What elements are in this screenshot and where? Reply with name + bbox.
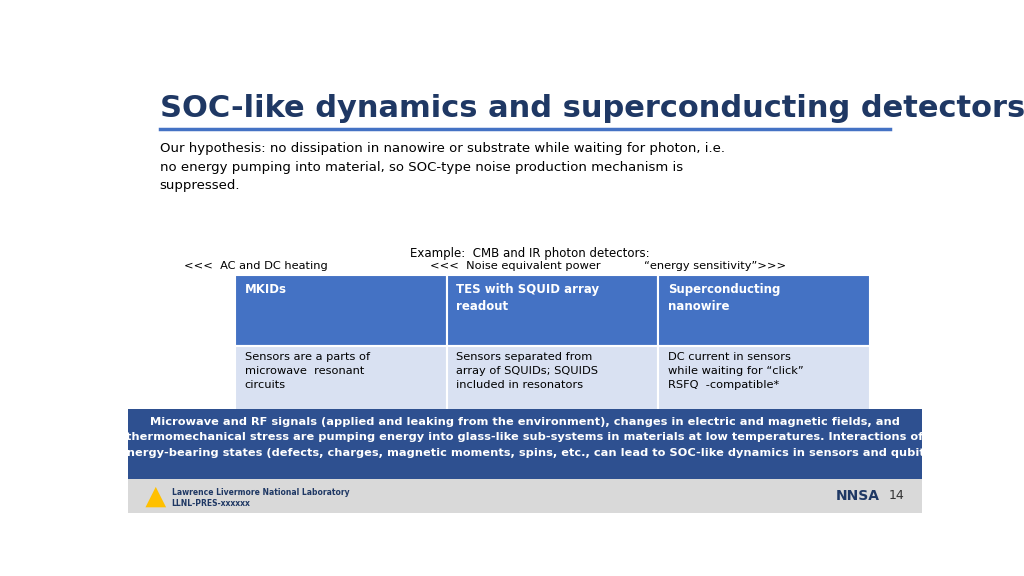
Text: Sensors separated from
array of SQUIDs; SQUIDS
included in resonators: Sensors separated from array of SQUIDs; … — [457, 351, 598, 389]
Text: Superconducting
nanowire: Superconducting nanowire — [668, 283, 780, 313]
Text: “energy sensitivity”>>>: “energy sensitivity”>>> — [644, 261, 786, 271]
Text: MKIDs: MKIDs — [245, 283, 287, 296]
Text: <<<  AC and DC heating: <<< AC and DC heating — [183, 261, 328, 271]
FancyBboxPatch shape — [236, 346, 446, 444]
FancyBboxPatch shape — [446, 346, 658, 444]
Text: NNSA: NNSA — [837, 489, 880, 503]
FancyBboxPatch shape — [128, 479, 922, 513]
FancyBboxPatch shape — [236, 275, 446, 346]
FancyBboxPatch shape — [446, 275, 658, 346]
Text: Sensors are a parts of
microwave  resonant
circuits: Sensors are a parts of microwave resonan… — [245, 351, 370, 389]
Text: DC current in sensors
while waiting for “click”
RSFQ  -compatible*: DC current in sensors while waiting for … — [668, 351, 804, 389]
Text: 14: 14 — [889, 489, 904, 502]
FancyBboxPatch shape — [128, 410, 922, 479]
Text: Our hypothesis: no dissipation in nanowire or substrate while waiting for photon: Our hypothesis: no dissipation in nanowi… — [160, 142, 725, 192]
Text: Microwave and RF signals (applied and leaking from the environment), changes in : Microwave and RF signals (applied and le… — [119, 417, 931, 458]
Text: SOC-like dynamics and superconducting detectors & qubits: SOC-like dynamics and superconducting de… — [160, 93, 1024, 123]
FancyBboxPatch shape — [658, 346, 870, 444]
Text: TES with SQUID array
readout: TES with SQUID array readout — [457, 283, 599, 313]
Text: Lawrence Livermore National Laboratory
LLNL-PRES-xxxxxx: Lawrence Livermore National Laboratory L… — [172, 488, 349, 507]
FancyBboxPatch shape — [658, 275, 870, 346]
Text: <<<  Noise equivalent power: <<< Noise equivalent power — [430, 261, 600, 271]
Text: Example:  CMB and IR photon detectors:: Example: CMB and IR photon detectors: — [410, 248, 649, 260]
Polygon shape — [145, 487, 166, 507]
